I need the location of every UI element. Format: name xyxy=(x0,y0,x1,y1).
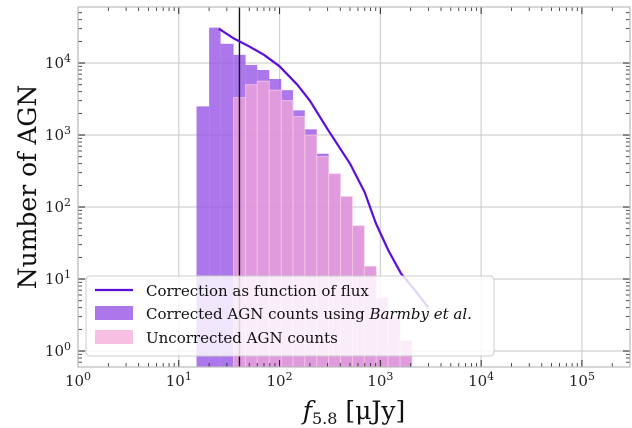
axis-labels: f5.8 [μJy] Number of AGN xyxy=(13,85,405,428)
legend-swatch-corrected xyxy=(95,306,133,320)
legend-label-corrected: Corrected AGN counts using Barmby et al. xyxy=(146,305,472,323)
y-tick-label: 100 xyxy=(45,340,71,360)
x-tick-label: 102 xyxy=(267,370,293,390)
legend-label-uncorrected: Uncorrected AGN counts xyxy=(146,329,338,347)
x-tick-label: 103 xyxy=(367,370,393,390)
x-tick-label: 100 xyxy=(65,370,91,390)
legend-label-correction: Correction as function of flux xyxy=(146,282,369,300)
y-axis-title: Number of AGN xyxy=(13,85,42,290)
legend: Correction as function of flux Corrected … xyxy=(85,275,495,357)
legend-swatch-uncorrected xyxy=(95,330,133,344)
x-tick-label: 101 xyxy=(166,370,192,390)
x-tick-label: 105 xyxy=(569,370,595,390)
corrected-bar xyxy=(209,27,221,367)
y-tick-label: 102 xyxy=(45,196,71,216)
x-axis-title: f5.8 [μJy] xyxy=(301,396,406,428)
legend-box xyxy=(85,275,495,357)
uncorrected-bar xyxy=(220,366,235,367)
y-tick-label: 103 xyxy=(45,124,71,144)
correction-line xyxy=(218,27,430,309)
y-tick-label: 104 xyxy=(45,52,71,72)
y-tick-label: 101 xyxy=(45,268,71,288)
x-tick-label: 104 xyxy=(468,370,494,390)
plot-frame xyxy=(77,6,631,368)
correction-line-layer xyxy=(218,27,430,309)
